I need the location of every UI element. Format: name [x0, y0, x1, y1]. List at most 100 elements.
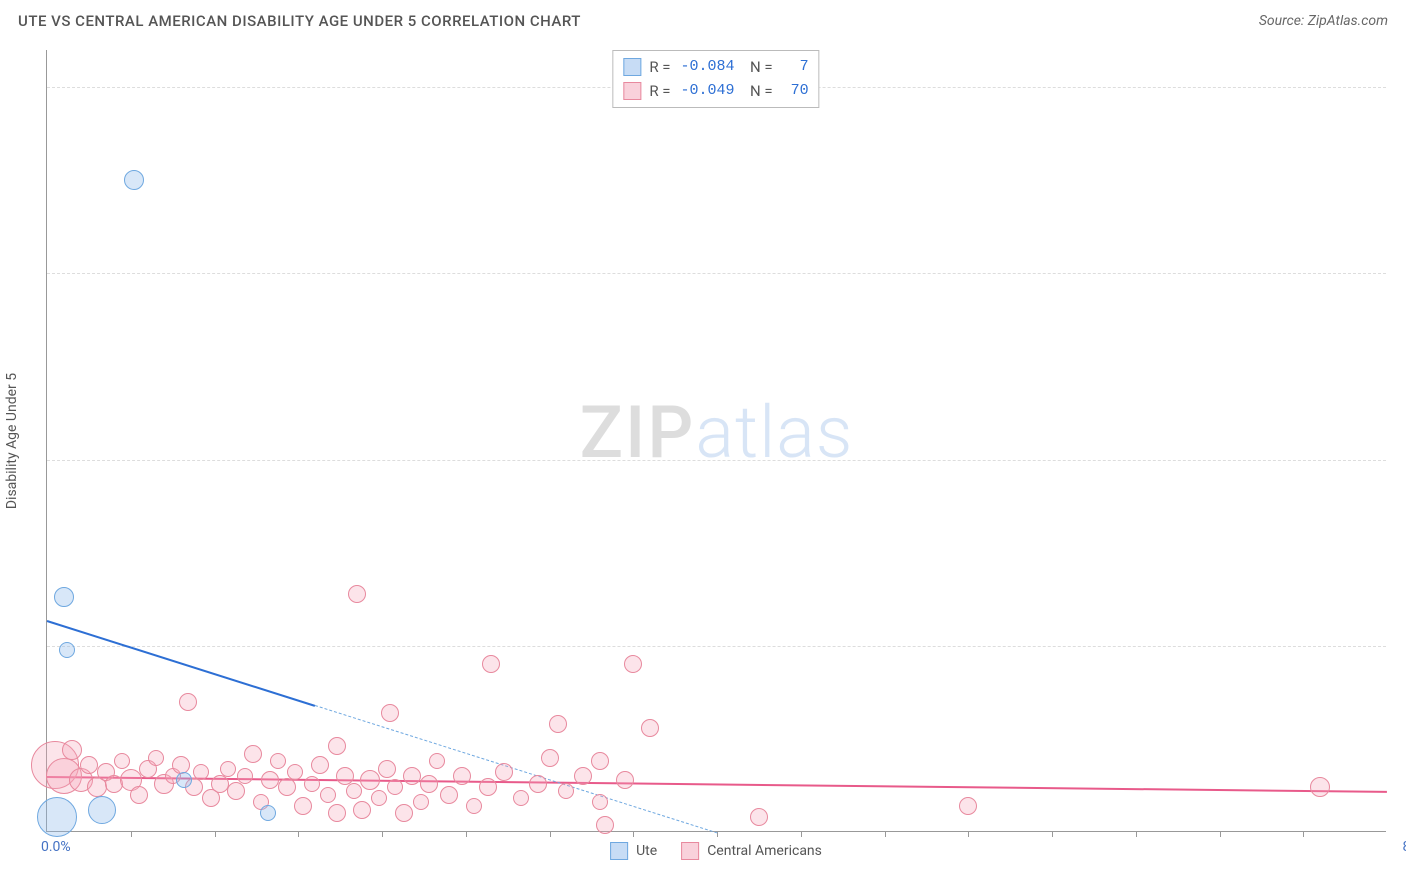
data-point-pink — [387, 779, 403, 795]
legend-swatch-pink — [681, 842, 699, 860]
data-point-pink — [371, 790, 387, 806]
data-point-pink — [193, 764, 209, 780]
data-point-pink — [287, 764, 303, 780]
watermark: ZIPatlas — [580, 390, 854, 475]
x-tick — [633, 831, 634, 837]
legend-label: Central Americans — [707, 843, 822, 859]
x-tick — [131, 831, 132, 837]
chart-title: UTE VS CENTRAL AMERICAN DISABILITY AGE U… — [18, 12, 581, 30]
data-point-pink — [381, 704, 399, 722]
legend-item: Central Americans — [681, 842, 822, 860]
plot-area: ZIPatlas 5.0%10.0%15.0%20.0%0.0%80.0% — [46, 50, 1386, 832]
data-point-pink — [395, 804, 413, 822]
data-point-pink — [403, 767, 421, 785]
data-point-pink — [348, 585, 366, 603]
x-tick — [801, 831, 802, 837]
stats-N-value: 7 — [781, 55, 809, 79]
data-point-pink — [750, 808, 768, 826]
stats-N-label: N = — [743, 55, 773, 79]
data-point-pink — [549, 715, 567, 733]
stats-R-value: -0.049 — [679, 79, 735, 103]
data-point-pink — [114, 753, 130, 769]
data-point-blue — [124, 170, 144, 190]
data-point-pink — [513, 790, 529, 806]
gridline — [47, 273, 1386, 274]
data-point-pink — [328, 737, 346, 755]
data-point-pink — [624, 655, 642, 673]
stats-R-label: R = — [649, 55, 670, 79]
data-point-pink — [453, 767, 471, 785]
data-point-pink — [261, 771, 279, 789]
stats-N-value: 70 — [781, 79, 809, 103]
data-point-pink — [558, 783, 574, 799]
data-point-blue — [176, 772, 192, 788]
x-tick-label: 0.0% — [41, 839, 71, 855]
x-tick — [298, 831, 299, 837]
x-tick — [885, 831, 886, 837]
watermark-zip: ZIP — [580, 390, 696, 475]
trend-line-blue — [47, 620, 316, 707]
data-point-blue — [59, 642, 75, 658]
data-point-pink — [596, 816, 614, 834]
data-point-pink — [328, 804, 346, 822]
stats-N-label: N = — [743, 79, 773, 103]
data-point-pink — [311, 756, 329, 774]
data-point-blue — [37, 797, 77, 837]
chart-container: Disability Age Under 5 ZIPatlas 5.0%10.0… — [46, 50, 1386, 832]
data-point-pink — [529, 775, 547, 793]
gridline — [47, 460, 1386, 461]
data-point-pink — [360, 770, 380, 790]
x-tick — [215, 831, 216, 837]
data-point-pink — [440, 786, 458, 804]
y-axis-title: Disability Age Under 5 — [4, 373, 20, 509]
x-tick — [550, 831, 551, 837]
data-point-pink — [466, 798, 482, 814]
data-point-pink — [304, 776, 320, 792]
gridline — [47, 646, 1386, 647]
legend-label: Ute — [636, 843, 657, 859]
stats-row: R = -0.049 N = 70 — [623, 79, 808, 103]
x-tick — [382, 831, 383, 837]
data-point-pink — [413, 794, 429, 810]
x-tick — [1303, 831, 1304, 837]
data-point-pink — [211, 775, 229, 793]
data-point-pink — [959, 797, 977, 815]
data-point-pink — [244, 745, 262, 763]
data-point-pink — [346, 783, 362, 799]
legend-item: Ute — [610, 842, 657, 860]
data-point-pink — [227, 782, 245, 800]
watermark-atlas: atlas — [695, 390, 853, 475]
data-point-pink — [220, 761, 236, 777]
data-point-pink — [482, 655, 500, 673]
data-point-pink — [429, 753, 445, 769]
data-point-pink — [278, 778, 296, 796]
data-point-pink — [574, 767, 592, 785]
x-tick — [1220, 831, 1221, 837]
correlation-stats-box: R = -0.084 N = 7 R = -0.049 N = 70 — [612, 50, 819, 108]
data-point-pink — [294, 797, 312, 815]
data-point-pink — [1310, 777, 1330, 797]
legend: Ute Central Americans — [610, 842, 822, 860]
data-point-pink — [591, 752, 609, 770]
x-tick — [1136, 831, 1137, 837]
data-point-blue — [54, 587, 74, 607]
data-point-pink — [80, 756, 98, 774]
data-point-pink — [541, 749, 559, 767]
stats-swatch-pink — [623, 82, 641, 100]
data-point-pink — [270, 753, 286, 769]
data-point-pink — [420, 775, 438, 793]
data-point-pink — [130, 786, 148, 804]
x-tick — [968, 831, 969, 837]
stats-swatch-blue — [623, 58, 641, 76]
stats-R-value: -0.084 — [679, 55, 735, 79]
data-point-blue — [88, 796, 116, 824]
data-point-pink — [179, 693, 197, 711]
stats-R-label: R = — [649, 79, 670, 103]
data-point-pink — [616, 771, 634, 789]
chart-header: UTE VS CENTRAL AMERICAN DISABILITY AGE U… — [0, 0, 1406, 38]
data-point-blue — [260, 805, 276, 821]
data-point-pink — [353, 801, 371, 819]
data-point-pink — [320, 787, 336, 803]
data-point-pink — [592, 794, 608, 810]
x-tick — [1052, 831, 1053, 837]
